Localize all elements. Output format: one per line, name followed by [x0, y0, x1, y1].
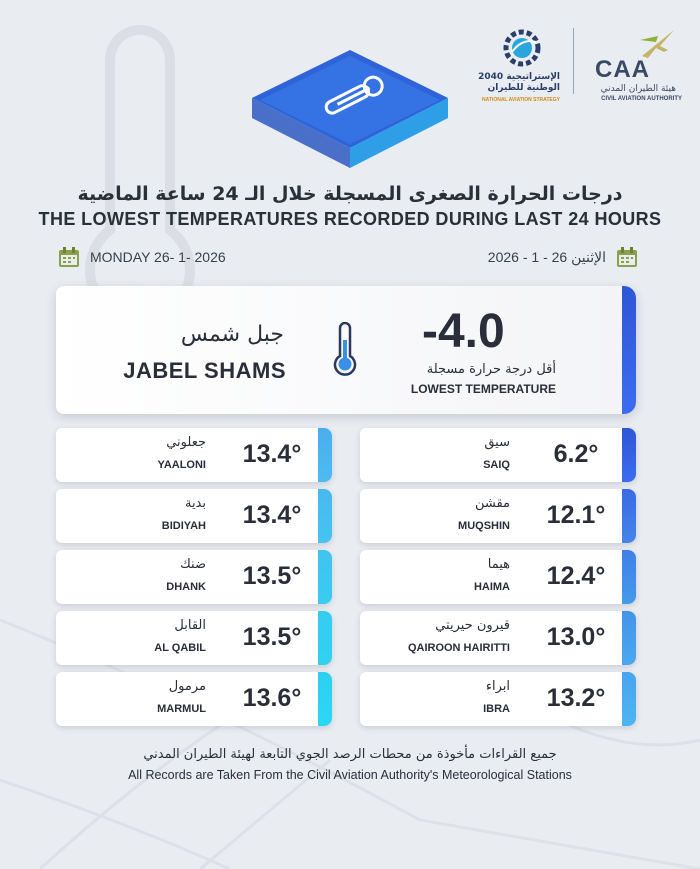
station-name-ar: هيما — [487, 557, 510, 572]
station-name-en: BIDIYAH — [161, 520, 206, 532]
thermometer-tile — [252, 50, 448, 168]
card-accent-edge — [622, 672, 636, 726]
strategy-name-ar-1: الإستراتيجية 2040 — [478, 72, 560, 82]
station-name-ar: ابراء — [485, 679, 510, 694]
card-accent-edge — [318, 611, 332, 665]
station-name-ar: مقشن — [474, 496, 510, 511]
card-accent-edge — [318, 428, 332, 482]
station-name-ar: جعلوني — [166, 435, 206, 450]
station-value: 13.0° — [546, 623, 606, 651]
station-name-ar: بدية — [184, 496, 206, 511]
station-name-en: IBRA — [483, 703, 510, 715]
lowest-temperature-label-ar: أقل درجة حرارة مسجلة — [426, 362, 556, 377]
card-accent-edge — [622, 428, 636, 482]
station-name-en: SAIQ — [483, 459, 510, 471]
station-value: 13.5° — [242, 623, 302, 651]
footer-note-ar: جميع القراءات مأخوذة من محطات الرصد الجو… — [143, 747, 557, 762]
station-name-en: MARMUL — [157, 703, 206, 715]
station-card: 13.6° مرمول MARMUL — [56, 672, 332, 726]
station-card: 13.2° ابراء IBRA — [360, 672, 636, 726]
logos-area: CAA هيئة الطيران المدني CIVIL AVIATION A… — [478, 22, 682, 104]
strategy-logo: الإستراتيجية 2040 الوطنية للطيران NATION… — [478, 26, 564, 104]
calendar-icon — [617, 246, 637, 267]
station-card: 13.4° بدية BIDIYAH — [56, 489, 332, 543]
station-card: 12.4° هيما HAIMA — [360, 550, 636, 604]
station-name-en: YAALONI — [157, 459, 207, 471]
card-accent-edge — [622, 286, 636, 414]
station-card: 6.2° سيق SAIQ — [360, 428, 636, 482]
station-card: 13.5° ضنك DHANK — [56, 550, 332, 604]
station-card: 12.1° مقشن MUQSHIN — [360, 489, 636, 543]
logo-divider — [573, 28, 574, 94]
caa-name-ar: هيئة الطيران المدني — [600, 84, 676, 94]
lowest-temperature-value: -4.0 — [422, 305, 505, 358]
strategy-name-ar-2: الوطنية للطيران — [487, 83, 560, 93]
station-name-en: HAIMA — [473, 581, 510, 593]
station-name-en: QAIROON HAIRITTI — [407, 642, 510, 654]
station-value: 12.4° — [546, 562, 606, 590]
date-en-text: MONDAY 26- 1- 2026 — [90, 249, 226, 265]
station-name-ar: مرمول — [168, 679, 206, 694]
caa-logo: CAA هيئة الطيران المدني CIVIL AVIATION A… — [582, 26, 682, 104]
thermometer-icon — [333, 322, 357, 376]
station-card: 13.0° قيرون حيريتي QAIROON HAIRITTI — [360, 611, 636, 665]
caa-name-en: CIVIL AVIATION AUTHORITY — [601, 96, 682, 102]
date-ar: الإثنين 26 - 1 - 2026 — [488, 246, 638, 268]
card-accent-edge — [622, 550, 636, 604]
card-accent-edge — [622, 611, 636, 665]
calendar-icon — [59, 246, 79, 267]
lowest-temperature-card: -4.0 أقل درجة حرارة مسجلة LOWEST TEMPERA… — [56, 286, 636, 414]
card-accent-edge — [318, 489, 332, 543]
station-value: 13.4° — [242, 501, 302, 529]
date-ar-text: الإثنين 26 - 1 - 2026 — [487, 248, 606, 265]
plane-icon — [640, 30, 674, 58]
caa-wordmark: CAA — [595, 56, 650, 83]
strategy-name-en: NATIONAL AVIATION STRATEGY — [482, 97, 560, 103]
station-name-ar: قيرون حيريتي — [435, 618, 510, 633]
lowest-station-name-ar: جبل شمس — [180, 322, 284, 347]
station-name-ar: القابل — [174, 618, 206, 633]
station-value: 13.2° — [546, 684, 606, 712]
station-name-en: MUQSHIN — [458, 520, 510, 532]
card-accent-edge — [318, 550, 332, 604]
station-name-ar: ضنك — [180, 557, 206, 572]
station-name-ar: سيق — [484, 435, 510, 450]
station-value: 13.5° — [242, 562, 302, 590]
lowest-temperature-label-en: LOWEST TEMPERATURE — [410, 382, 556, 396]
page-title-en: THE LOWEST TEMPERATURES RECORDED DURING … — [38, 209, 662, 229]
gear-globe-icon — [503, 29, 541, 67]
date-en: MONDAY 26- 1- 2026 — [58, 246, 226, 268]
station-name-en: DHANK — [166, 581, 206, 593]
station-value: 6.2° — [553, 440, 599, 468]
station-name-en: AL QABIL — [154, 642, 206, 654]
station-value: 13.6° — [242, 684, 302, 712]
card-accent-edge — [318, 672, 332, 726]
page-title-ar: درجات الحرارة الصغرى المسجلة خلال الـ 24… — [77, 183, 623, 205]
station-card: 13.5° القابل AL QABIL — [56, 611, 332, 665]
station-value: 13.4° — [242, 440, 302, 468]
station-value: 12.1° — [546, 501, 606, 529]
card-accent-edge — [622, 489, 636, 543]
footer-note-en: All Records are Taken From the Civil Avi… — [128, 768, 572, 782]
station-card: 13.4° جعلوني YAALONI — [56, 428, 332, 482]
lowest-station-name-en: JABEL SHAMS — [123, 358, 286, 383]
